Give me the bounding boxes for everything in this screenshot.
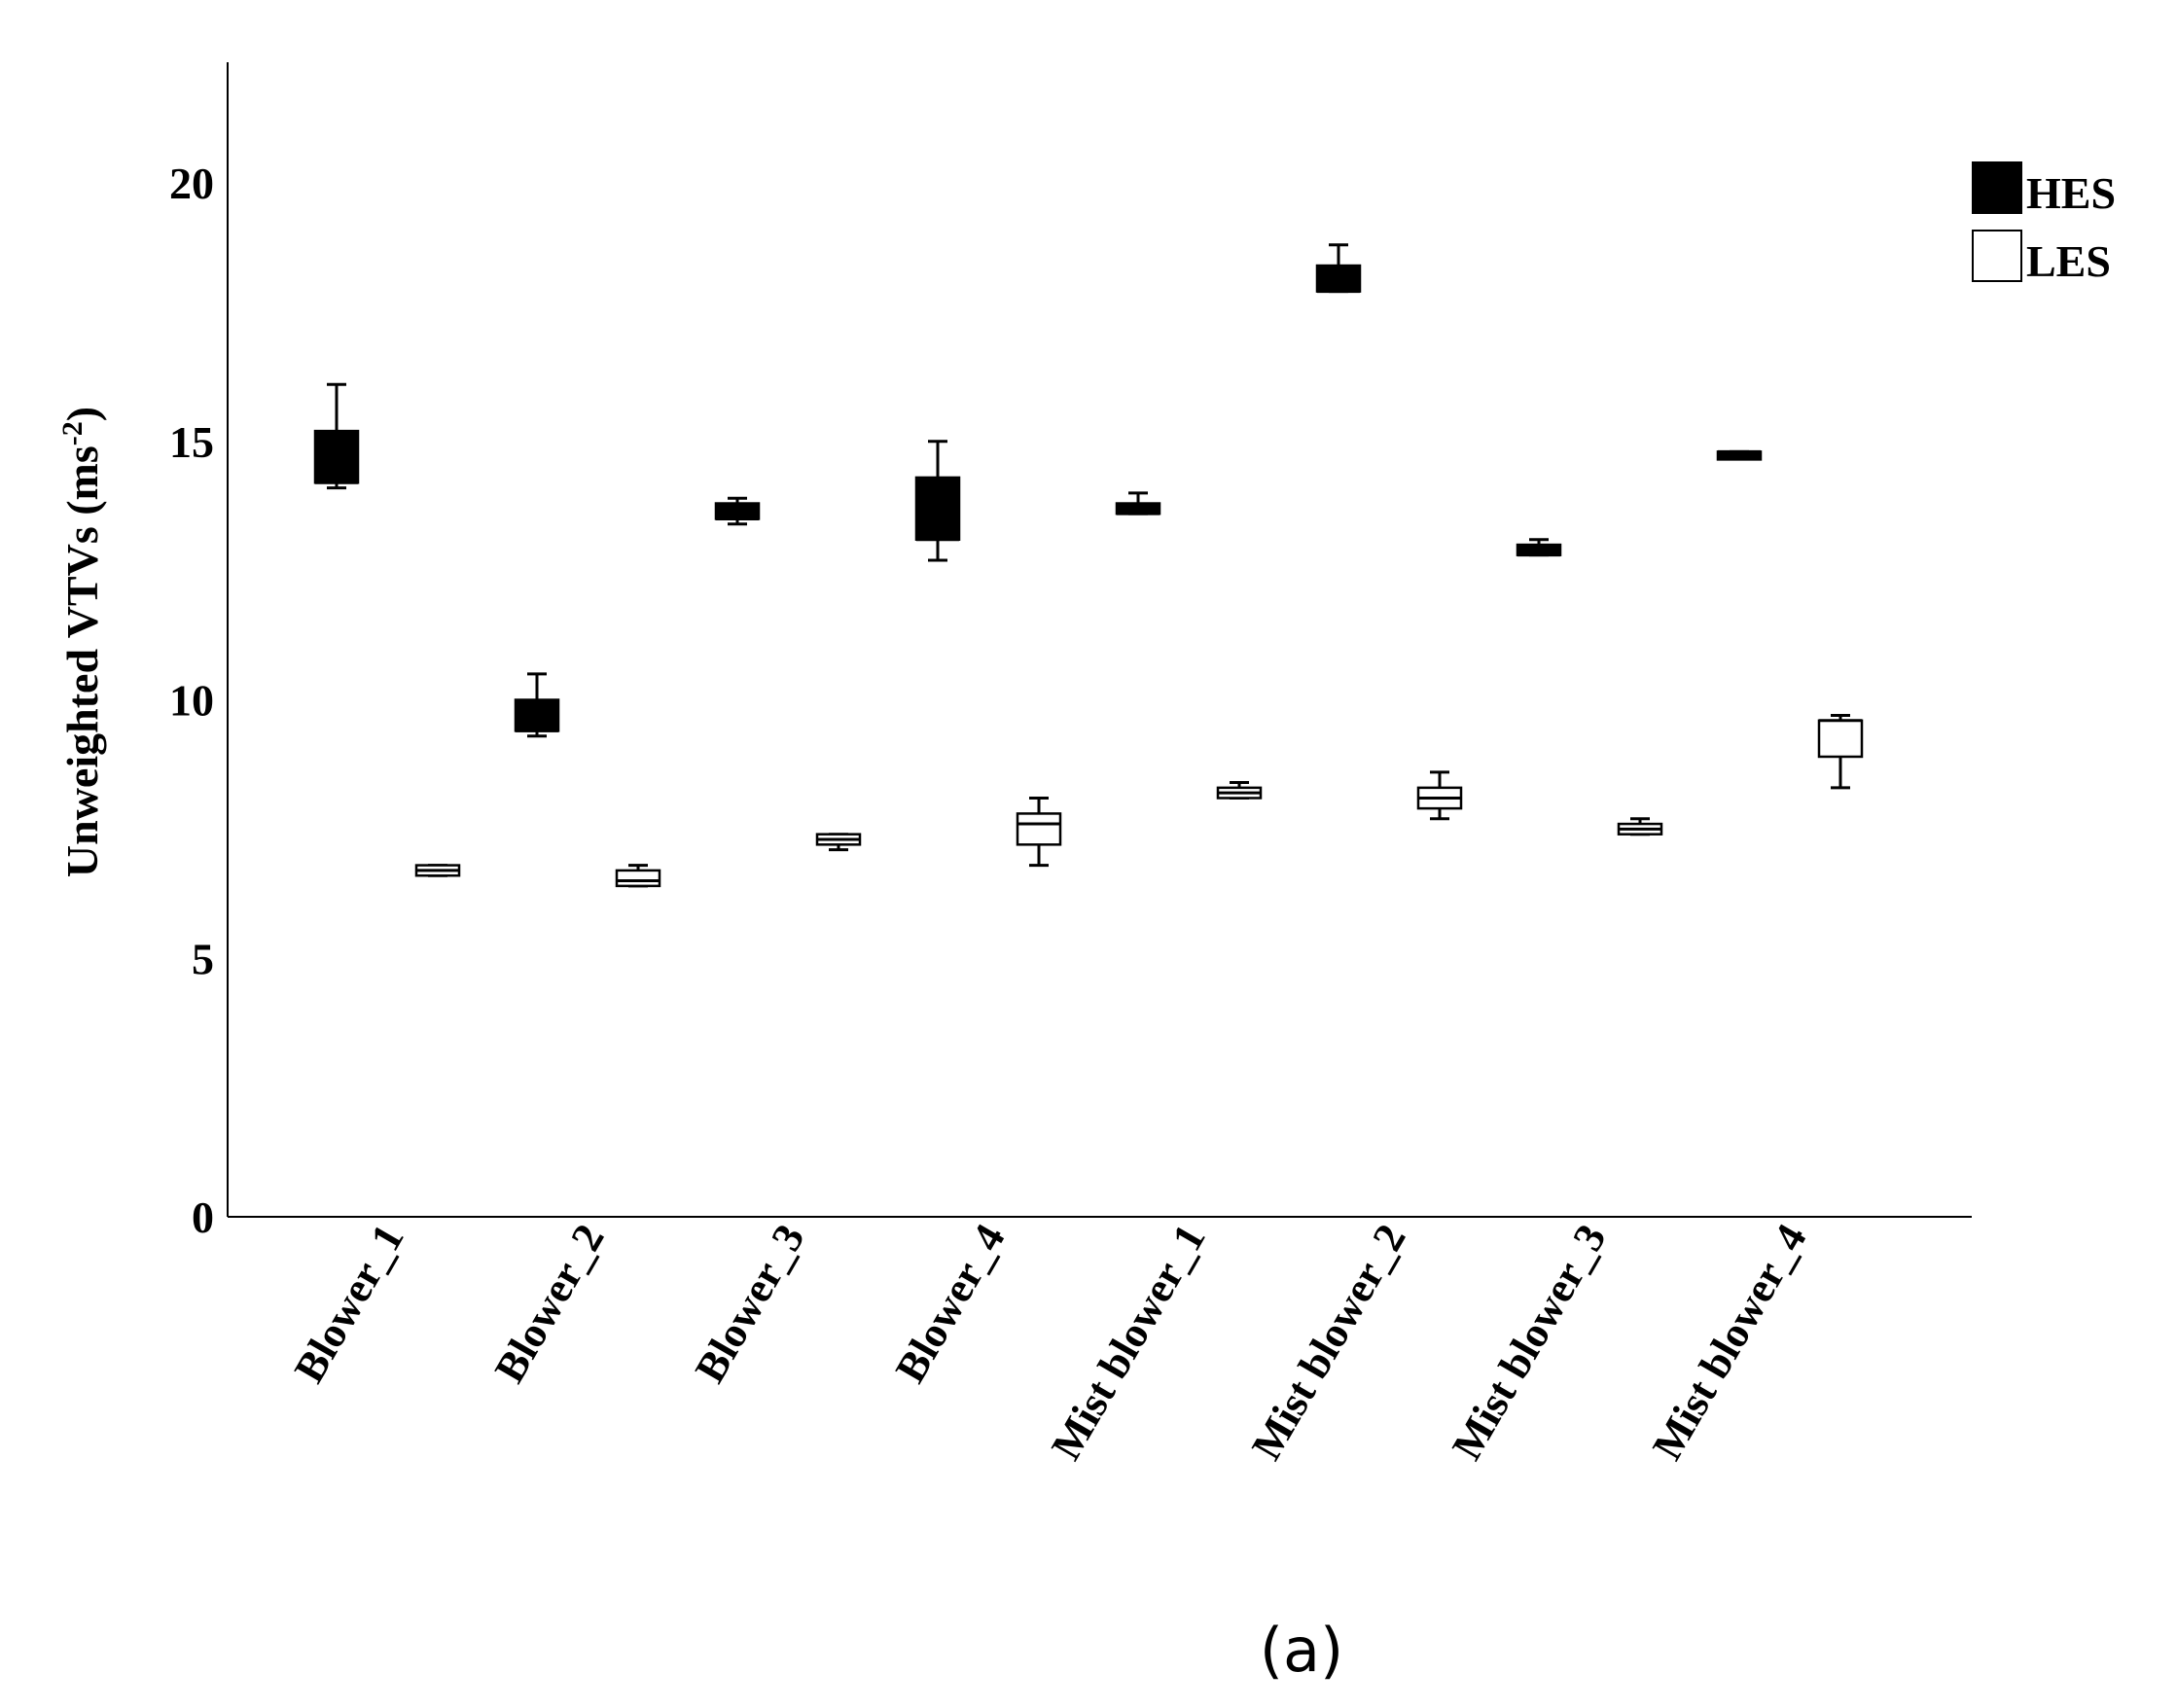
box-hes bbox=[714, 496, 761, 526]
box-les bbox=[1416, 770, 1463, 821]
box-iqr bbox=[1115, 502, 1161, 516]
box-les bbox=[414, 864, 461, 877]
legend-label-les: LES bbox=[2026, 236, 2111, 286]
legend-swatch-hes bbox=[1972, 161, 2022, 214]
box-hes bbox=[1516, 538, 1562, 557]
x-tick-label: Blower_4 bbox=[886, 1217, 1015, 1391]
y-tick-label: 5 bbox=[192, 934, 214, 983]
box-iqr bbox=[1516, 543, 1562, 556]
box-iqr bbox=[914, 476, 961, 541]
y-axis-label: Unweighted VTVs (ms-2) bbox=[56, 407, 107, 877]
series-hes bbox=[313, 243, 1763, 738]
y-axis-label-close: ) bbox=[57, 407, 107, 421]
y-tick-labels: 0 5 10 15 20 bbox=[169, 159, 214, 1242]
box-iqr bbox=[313, 429, 360, 484]
box-les bbox=[1617, 817, 1663, 836]
box-hes bbox=[514, 672, 560, 738]
y-tick-label: 10 bbox=[169, 676, 214, 726]
box-les bbox=[1216, 781, 1263, 800]
box-hes bbox=[313, 382, 360, 490]
box-hes bbox=[1315, 243, 1362, 294]
x-tick-label: Mist blower_2 bbox=[1242, 1217, 1414, 1468]
box-les bbox=[1016, 796, 1062, 868]
legend-label-hes: HES bbox=[2026, 168, 2116, 218]
box-iqr bbox=[1817, 719, 1864, 759]
x-tick-label: Mist blower_4 bbox=[1643, 1217, 1815, 1468]
y-tick-label: 20 bbox=[169, 159, 214, 208]
box-les bbox=[815, 833, 862, 852]
legend-swatch-les bbox=[1972, 230, 2022, 282]
legend: HES LES bbox=[1972, 161, 2116, 286]
box-les bbox=[615, 864, 661, 888]
y-axis-label-main: Unweighted VTVs (ms bbox=[57, 445, 107, 877]
box-iqr bbox=[714, 502, 761, 520]
y-tick-label: 0 bbox=[192, 1192, 214, 1242]
box-hes bbox=[1716, 449, 1763, 461]
series-les bbox=[414, 713, 1864, 888]
x-tick-label: Mist blower_3 bbox=[1443, 1217, 1615, 1468]
x-tick-label: Blower_1 bbox=[285, 1217, 413, 1391]
x-tick-label: Blower_3 bbox=[686, 1217, 814, 1391]
x-tick-label: Blower_2 bbox=[485, 1217, 614, 1391]
y-axis-label-exponent: -2 bbox=[56, 421, 89, 445]
box-hes bbox=[914, 440, 961, 562]
box-iqr bbox=[615, 869, 661, 888]
y-tick-label: 15 bbox=[169, 417, 214, 467]
panel-label: (a) bbox=[1260, 1615, 1343, 1686]
box-hes bbox=[1115, 491, 1161, 516]
x-tick-labels: Blower_1 Blower_2 Blower_3 Blower_4 Mist blo… bbox=[285, 1217, 1816, 1468]
box-les bbox=[1817, 713, 1864, 790]
box-iqr bbox=[514, 698, 560, 732]
box-iqr bbox=[1315, 264, 1362, 293]
box-series bbox=[313, 243, 1864, 888]
x-tick-label: Mist blower_1 bbox=[1042, 1217, 1214, 1468]
box-iqr bbox=[1016, 812, 1062, 846]
